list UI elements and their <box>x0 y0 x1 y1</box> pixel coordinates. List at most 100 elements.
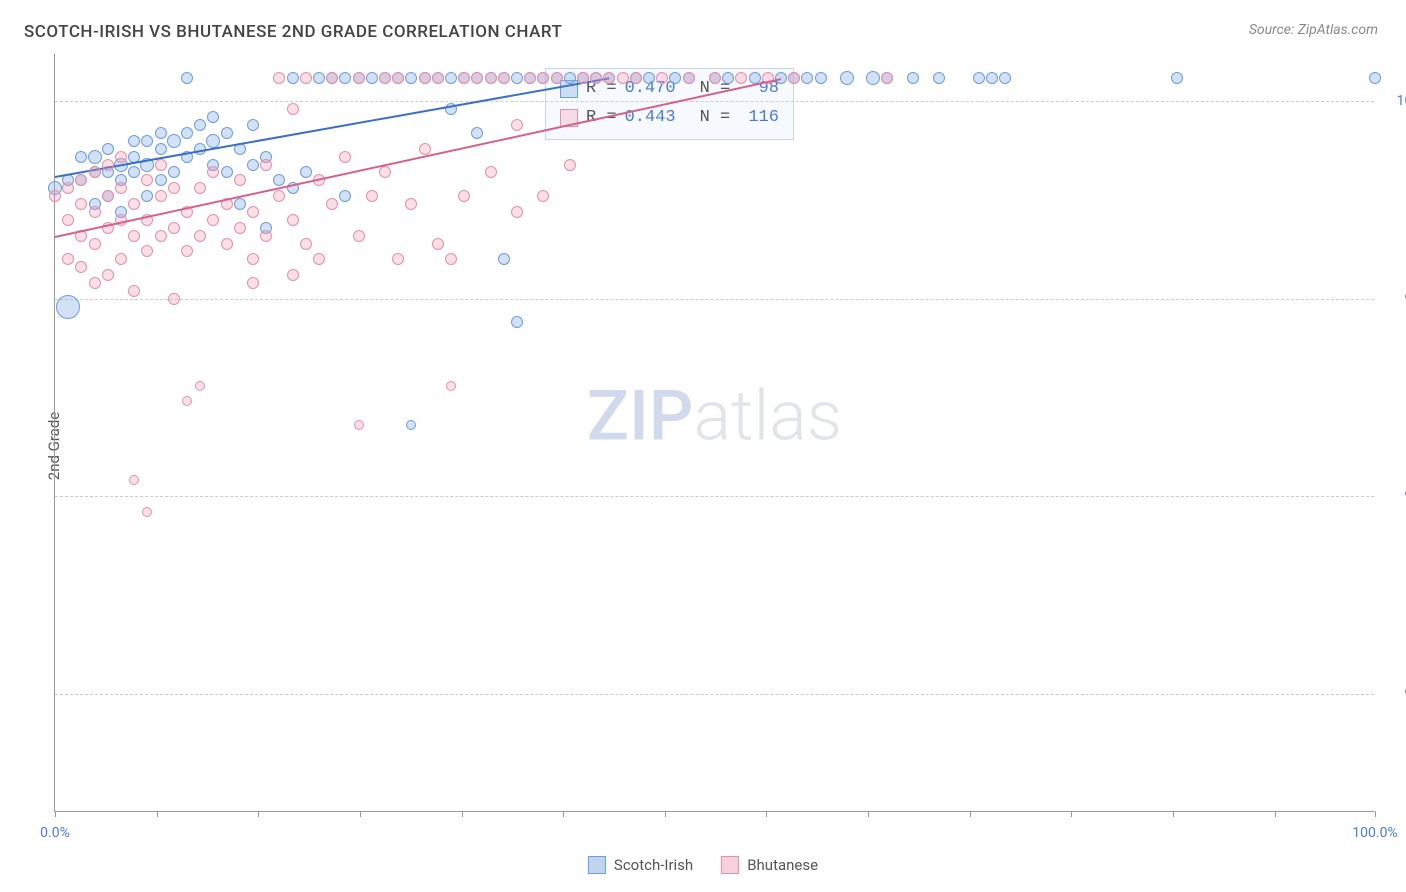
data-point <box>709 72 721 84</box>
watermark-atlas: atlas <box>693 375 842 457</box>
data-point <box>537 190 549 202</box>
x-tick <box>462 811 463 817</box>
x-tick <box>55 811 56 817</box>
data-point <box>537 72 549 84</box>
data-point <box>75 261 87 273</box>
watermark: ZIPatlas <box>587 375 843 457</box>
data-point <box>128 166 140 178</box>
data-point <box>128 198 140 210</box>
data-point <box>62 214 74 226</box>
data-point <box>354 420 364 430</box>
data-point <box>89 206 101 218</box>
legend-label: Scotch-Irish <box>614 856 693 874</box>
data-point <box>141 174 153 186</box>
data-point <box>155 159 167 171</box>
data-point <box>141 135 153 147</box>
source-attribution: Source: ZipAtlas.com <box>1249 22 1378 38</box>
data-point <box>445 253 457 265</box>
data-point <box>551 72 563 84</box>
data-point <box>590 72 602 84</box>
data-point <box>155 127 167 139</box>
data-point <box>498 253 510 265</box>
data-point <box>564 159 576 171</box>
data-point <box>353 230 365 242</box>
data-point <box>155 143 167 155</box>
data-point <box>155 230 167 242</box>
x-tick <box>1275 811 1276 817</box>
data-point <box>287 214 299 226</box>
data-point <box>445 72 457 84</box>
x-tick <box>1173 811 1174 817</box>
trend-line <box>55 78 610 179</box>
chart-title: SCOTCH-IRISH VS BHUTANESE 2ND GRADE CORR… <box>24 22 562 42</box>
data-point <box>273 72 285 84</box>
x-tick <box>766 811 767 817</box>
data-point <box>168 166 180 178</box>
data-point <box>643 72 655 84</box>
data-point <box>102 143 114 155</box>
data-point <box>168 222 180 234</box>
data-point <box>88 150 102 164</box>
data-point <box>366 72 378 84</box>
series-legend: Scotch-IrishBhutanese <box>588 856 818 874</box>
data-point <box>339 190 351 202</box>
data-point <box>379 72 391 84</box>
data-point <box>128 285 140 297</box>
data-point <box>142 507 152 517</box>
data-point <box>801 72 813 84</box>
data-point <box>406 420 416 430</box>
x-tick <box>360 811 361 817</box>
data-point <box>775 72 787 84</box>
data-point <box>141 245 153 257</box>
data-point <box>524 72 536 84</box>
data-point <box>485 166 497 178</box>
data-point <box>115 182 127 194</box>
data-point <box>234 174 246 186</box>
data-point <box>669 72 681 84</box>
data-point <box>62 253 74 265</box>
data-point <box>194 119 206 131</box>
data-point <box>458 72 470 84</box>
data-point <box>168 182 180 194</box>
data-point <box>115 253 127 265</box>
data-point <box>471 127 483 139</box>
data-point <box>168 293 180 305</box>
data-point <box>973 72 985 84</box>
x-tick <box>1375 811 1376 817</box>
data-point <box>129 475 139 485</box>
data-point <box>788 72 800 84</box>
data-point <box>458 190 470 202</box>
data-point <box>49 190 61 202</box>
data-point <box>115 151 127 163</box>
data-point <box>603 72 615 84</box>
data-point <box>815 72 827 84</box>
data-point <box>89 277 101 289</box>
data-point <box>181 72 193 84</box>
data-point <box>89 166 101 178</box>
data-point <box>986 72 998 84</box>
data-point <box>75 198 87 210</box>
data-point <box>326 198 338 210</box>
data-point <box>313 253 325 265</box>
x-tick <box>970 811 971 817</box>
data-point <box>247 206 259 218</box>
data-point <box>392 72 404 84</box>
data-point <box>128 230 140 242</box>
data-point <box>62 182 74 194</box>
stats-n-label: N = <box>700 104 731 133</box>
data-point <box>75 151 87 163</box>
data-point <box>234 222 246 234</box>
x-tick <box>563 811 564 817</box>
data-point <box>128 135 140 147</box>
y-tick-label: 100.0% <box>1397 93 1406 109</box>
data-point <box>300 72 312 84</box>
data-point <box>471 72 483 84</box>
data-point <box>155 190 167 202</box>
data-point <box>353 72 365 84</box>
x-tick-label: 0.0% <box>40 825 70 841</box>
data-point <box>840 71 854 85</box>
data-point <box>735 72 747 84</box>
data-point <box>419 143 431 155</box>
data-point <box>405 198 417 210</box>
x-tick <box>258 811 259 817</box>
